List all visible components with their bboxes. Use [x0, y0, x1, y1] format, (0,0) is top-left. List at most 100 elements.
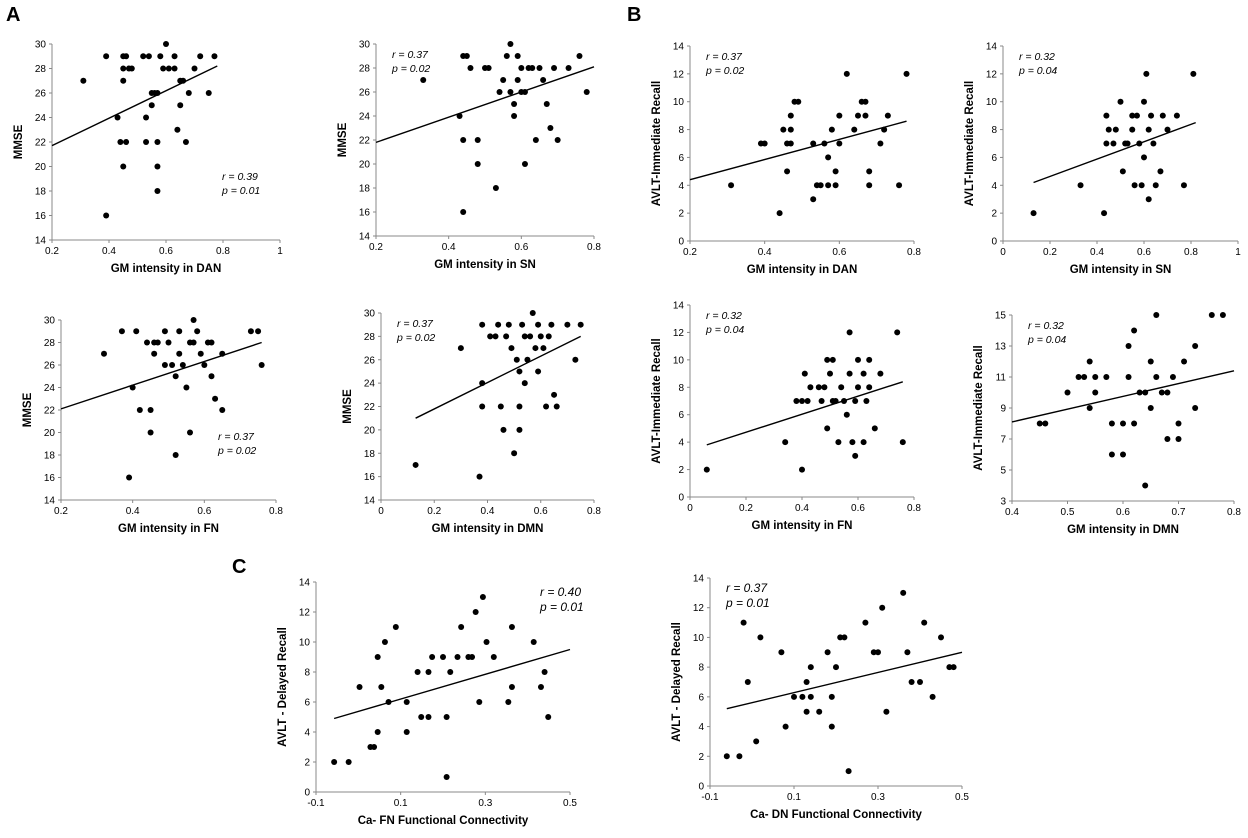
data-point	[929, 693, 936, 700]
data-point	[871, 425, 878, 432]
x-axis-title: GM intensity in SN	[434, 259, 536, 271]
y-tick-label: 18	[35, 187, 47, 198]
data-point	[833, 664, 839, 671]
data-point	[120, 77, 127, 84]
data-point	[845, 768, 852, 775]
y-tick-label: 0	[698, 782, 704, 793]
data-point	[374, 729, 381, 735]
data-point	[403, 699, 410, 705]
y-axis-title: AVLT-Immediate Recall	[651, 338, 663, 463]
data-point	[866, 356, 873, 363]
data-point	[205, 90, 212, 96]
data-point	[862, 619, 869, 626]
data-point	[879, 604, 886, 611]
data-point	[529, 310, 536, 316]
y-tick-label: 2	[304, 758, 310, 769]
x-tick-label: 0.6	[197, 506, 211, 517]
y-tick-label: 15	[995, 311, 1007, 322]
data-point	[1131, 327, 1138, 334]
data-point	[507, 41, 514, 47]
x-tick-label: 0.6	[1116, 507, 1130, 518]
trend-line	[51, 65, 218, 147]
data-point	[507, 89, 514, 95]
x-tick-label: 0.2	[683, 247, 697, 258]
y-tick-label: 14	[693, 574, 705, 585]
data-point	[917, 679, 923, 685]
stats-label: p = 0.04	[1018, 65, 1057, 77]
y-tick-label: 28	[35, 64, 47, 75]
x-tick-label: 0.6	[1137, 247, 1151, 258]
x-axis-title: GM intensity in FN	[752, 520, 853, 532]
data-point	[154, 163, 161, 170]
data-point	[1164, 126, 1171, 133]
data-point	[908, 679, 915, 685]
x-tick-label: 0.2	[54, 506, 68, 517]
y-tick-label: 30	[35, 40, 47, 51]
data-point	[866, 168, 873, 175]
data-point	[147, 429, 154, 436]
data-point	[1148, 112, 1155, 119]
data-point	[740, 619, 747, 626]
y-tick-label: 20	[44, 428, 56, 439]
data-point	[463, 53, 470, 59]
y-tick-label: 6	[698, 692, 704, 703]
y-tick-label: 14	[44, 496, 56, 507]
data-point	[118, 328, 125, 335]
data-point	[551, 65, 558, 71]
data-point	[80, 77, 87, 84]
y-axis-title: AVLT - Delayed Recall	[277, 627, 289, 747]
data-point	[511, 101, 518, 107]
data-point	[795, 98, 802, 105]
data-point	[524, 356, 531, 363]
data-point	[1117, 98, 1124, 105]
data-point	[516, 368, 523, 375]
data-point	[866, 384, 873, 391]
data-point	[521, 161, 528, 167]
x-tick-label: 0.8	[1227, 507, 1241, 518]
stats-label: p = 0.04	[705, 324, 744, 336]
data-point	[474, 137, 481, 143]
x-tick-label: 0.8	[587, 506, 601, 517]
y-tick-label: 4	[678, 181, 684, 192]
y-tick-label: 20	[35, 162, 47, 173]
data-point	[331, 759, 338, 765]
x-tick-label: -0.1	[307, 798, 325, 809]
data-point	[810, 140, 817, 147]
data-point	[197, 350, 204, 357]
trend-line	[375, 66, 595, 144]
data-point	[219, 407, 226, 413]
data-point	[191, 65, 198, 72]
data-point	[467, 65, 474, 71]
data-point	[151, 350, 158, 357]
x-tick-label: 0.2	[427, 506, 441, 517]
x-tick-label: 0.4	[1090, 247, 1104, 258]
y-tick-label: 10	[693, 633, 705, 644]
data-point	[136, 407, 143, 413]
data-point	[1157, 168, 1164, 175]
data-point	[810, 196, 817, 203]
y-tick-label: 28	[364, 332, 376, 343]
x-tick-label: 0.8	[1184, 247, 1198, 258]
y-tick-label: 8	[678, 125, 684, 136]
data-point	[1030, 210, 1037, 217]
data-point	[1133, 112, 1140, 119]
data-point	[183, 384, 190, 391]
data-point	[190, 317, 197, 323]
y-tick-label: 10	[673, 97, 685, 108]
data-point	[1150, 140, 1157, 147]
data-point	[120, 65, 127, 72]
data-point	[862, 112, 869, 119]
data-point	[172, 452, 179, 458]
stats-label: p = 0.02	[396, 332, 435, 344]
data-point	[103, 53, 110, 60]
x-tick-label: 0.8	[587, 242, 601, 253]
chart-b1: 0 2 4 6 8 10 12 14 0.2 0.4 0.6 0.8 GM intensity in D…	[651, 42, 921, 277]
x-axis-title: GM intensity in SN	[1070, 264, 1172, 276]
data-point	[378, 684, 385, 690]
data-point	[521, 380, 528, 387]
data-point	[497, 403, 504, 410]
data-point	[832, 398, 839, 404]
data-point	[877, 370, 884, 377]
data-point	[518, 65, 525, 71]
data-point	[500, 77, 507, 83]
